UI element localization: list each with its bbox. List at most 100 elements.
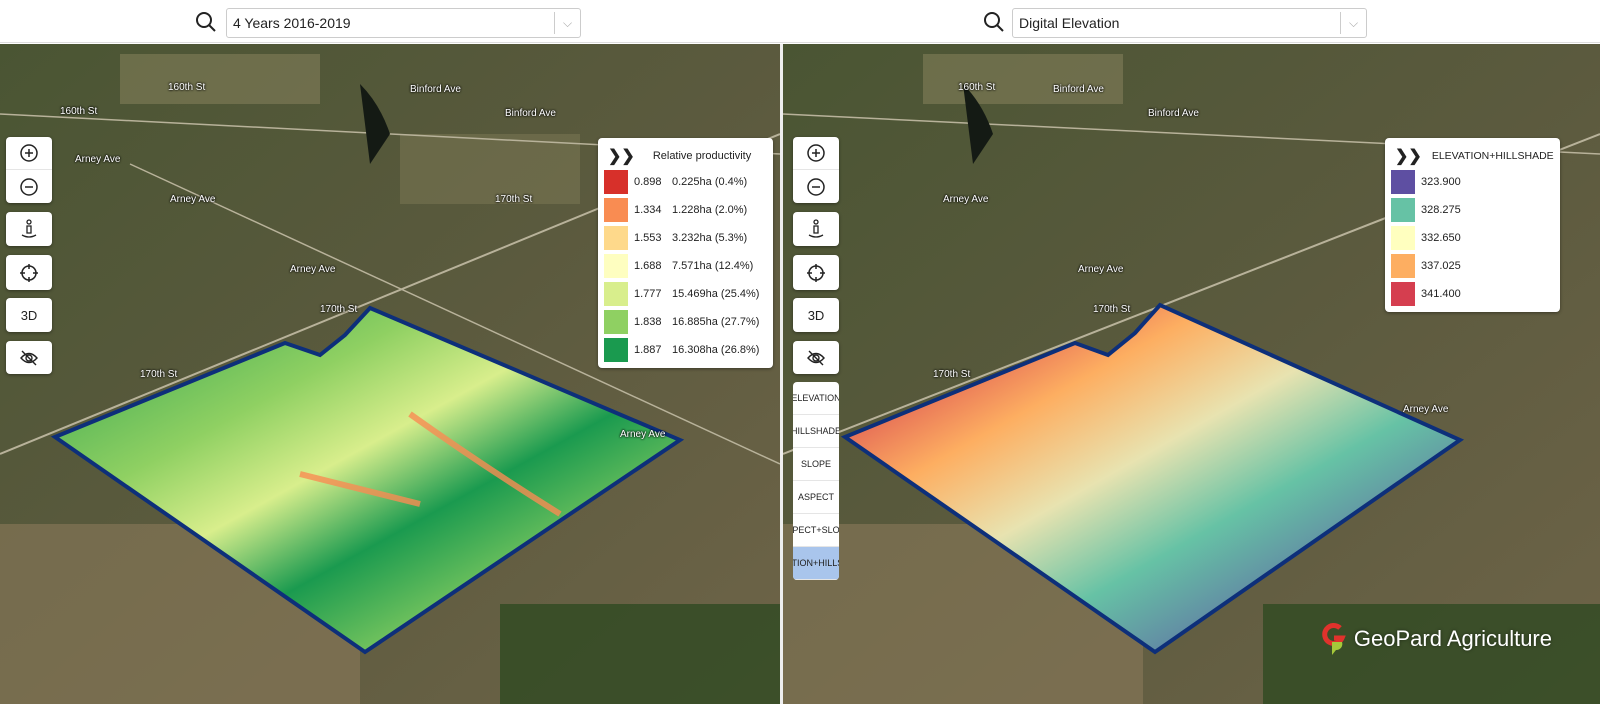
road-label: 170th St — [1093, 304, 1131, 315]
legend-area: 16.308ha (26.8%) — [672, 344, 760, 356]
crosshair-icon — [20, 263, 38, 282]
season-select[interactable]: 4 Years 2016-2019 ⌵ — [226, 8, 581, 38]
legend-value: 332.650 — [1421, 232, 1461, 244]
legend-value: 1.777 — [634, 288, 662, 300]
satellite-imagery — [783, 44, 1600, 704]
layer-option[interactable]: ELEVATION — [793, 382, 839, 415]
layer-option[interactable]: ASPECT+SLOPE — [793, 514, 839, 547]
person-icon — [808, 219, 824, 238]
street-view-button[interactable] — [6, 212, 52, 246]
legend-title: Relative productivity — [652, 150, 752, 162]
hide-layer-button[interactable] — [793, 341, 839, 374]
crosshair-icon — [807, 263, 825, 282]
road-label: 170th St — [495, 194, 533, 205]
zoom-out-icon — [20, 177, 38, 196]
legend-swatch — [604, 282, 628, 306]
road-label: Arney Ave — [620, 429, 666, 440]
legend-swatch — [604, 254, 628, 278]
zoom-in-icon — [20, 144, 38, 162]
road-label: Arney Ave — [1078, 264, 1124, 275]
legend-item: 1.688 7.571ha (12.4%) — [604, 252, 767, 280]
road-label: Arney Ave — [290, 264, 336, 275]
legend-area: 15.469ha (25.4%) — [672, 288, 760, 300]
layer-option[interactable]: ELEVATION+HILLSHADE — [793, 547, 839, 580]
road-label: 160th St — [958, 82, 996, 93]
legend-item: 328.275 — [1391, 196, 1554, 224]
road-label: 160th St — [60, 106, 98, 117]
3d-button[interactable]: 3D — [6, 298, 52, 332]
legend-item: 1.334 1.228ha (2.0%) — [604, 196, 767, 224]
road-label: Binford Ave — [410, 84, 461, 95]
legend-area: 16.885ha (27.7%) — [672, 316, 760, 328]
legend-item: 1.777 15.469ha (25.4%) — [604, 280, 767, 308]
zoom-out-button[interactable] — [793, 170, 839, 203]
search-icon[interactable] — [983, 11, 1005, 33]
field-boundary — [840, 302, 1465, 655]
person-icon — [21, 219, 37, 238]
3d-button[interactable]: 3D — [793, 298, 839, 332]
legend-item: 337.025 — [1391, 252, 1554, 280]
3d-label: 3D — [807, 307, 825, 323]
legend-swatch — [1391, 170, 1415, 194]
legend-value: 0.898 — [634, 176, 662, 188]
zoom-out-button[interactable] — [6, 170, 52, 203]
legend-swatch — [604, 338, 628, 362]
hide-layer-button[interactable] — [6, 341, 52, 374]
zoom-controls — [793, 137, 839, 203]
season-select-value: 4 Years 2016-2019 — [233, 15, 351, 31]
chevron-down-icon[interactable]: ⌵ — [554, 12, 580, 34]
legend-value: 341.400 — [1421, 288, 1461, 300]
legend-value: 1.887 — [634, 344, 662, 356]
legend-value: 323.900 — [1421, 176, 1461, 188]
road-label: Binford Ave — [505, 108, 556, 119]
collapse-legend-icon[interactable]: ❯❯ — [608, 148, 635, 165]
3d-label: 3D — [20, 307, 38, 323]
legend-swatch — [1391, 198, 1415, 222]
zoom-out-icon — [807, 177, 825, 196]
road-label: Arney Ave — [1403, 404, 1449, 415]
brand-name: GeoPard Agriculture — [1353, 626, 1552, 651]
layer-option[interactable]: HILLSHADE — [793, 415, 839, 448]
legend-swatch — [604, 310, 628, 334]
field-boundary — [50, 305, 685, 655]
legend-area: 3.232ha (5.3%) — [672, 232, 748, 244]
productivity-legend: ❯❯ Relative productivity 0.898 0.225ha (0.… — [598, 138, 773, 368]
legend-area: 1.228ha (2.0%) — [672, 204, 748, 216]
layer-select[interactable]: Digital Elevation ⌵ — [1012, 8, 1367, 38]
eye-off-icon — [20, 350, 38, 365]
left-map[interactable]: 160th St 160th St Binford Ave Binford Av… — [0, 44, 780, 704]
layer-option[interactable]: ASPECT — [793, 481, 839, 514]
road-label: Arney Ave — [943, 194, 989, 205]
legend-swatch — [1391, 254, 1415, 278]
zoom-in-button[interactable] — [6, 137, 52, 170]
street-view-button[interactable] — [793, 212, 839, 246]
legend-item: 1.887 16.308ha (26.8%) — [604, 336, 767, 364]
legend-value: 1.334 — [634, 204, 662, 216]
road-label: 170th St — [140, 369, 178, 380]
legend-value: 1.553 — [634, 232, 662, 244]
road-label: 160th St — [168, 82, 206, 93]
locate-button[interactable] — [793, 255, 839, 290]
map-divider[interactable] — [780, 44, 783, 704]
chevron-down-icon[interactable]: ⌵ — [1340, 12, 1366, 34]
road-label: Arney Ave — [75, 154, 121, 165]
legend-swatch — [1391, 226, 1415, 250]
geopard-logo-icon — [1322, 622, 1346, 655]
legend-title: ELEVATION+HILLSHADE — [1431, 150, 1554, 162]
layer-list: ELEVATIONHILLSHADESLOPEASPECTASPECT+SLOP… — [793, 382, 839, 580]
layer-option[interactable]: SLOPE — [793, 448, 839, 481]
legend-swatch — [604, 226, 628, 250]
legend-item: 0.898 0.225ha (0.4%) — [604, 168, 767, 196]
right-map[interactable]: 160th St Binford Ave Binford Ave Arney A… — [783, 44, 1600, 704]
zoom-in-button[interactable] — [793, 137, 839, 170]
elevation-legend: ❯❯ ELEVATION+HILLSHADE 323.900 328.275 332.… — [1385, 138, 1560, 312]
collapse-legend-icon[interactable]: ❯❯ — [1395, 148, 1422, 165]
legend-item: 1.553 3.232ha (5.3%) — [604, 224, 767, 252]
locate-button[interactable] — [6, 255, 52, 290]
layer-select-value: Digital Elevation — [1019, 15, 1120, 31]
road-label: Arney Ave — [170, 194, 216, 205]
legend-value: 1.838 — [634, 316, 662, 328]
search-icon[interactable] — [195, 11, 217, 33]
road-label: 170th St — [933, 369, 971, 380]
road-label: Binford Ave — [1053, 84, 1104, 95]
